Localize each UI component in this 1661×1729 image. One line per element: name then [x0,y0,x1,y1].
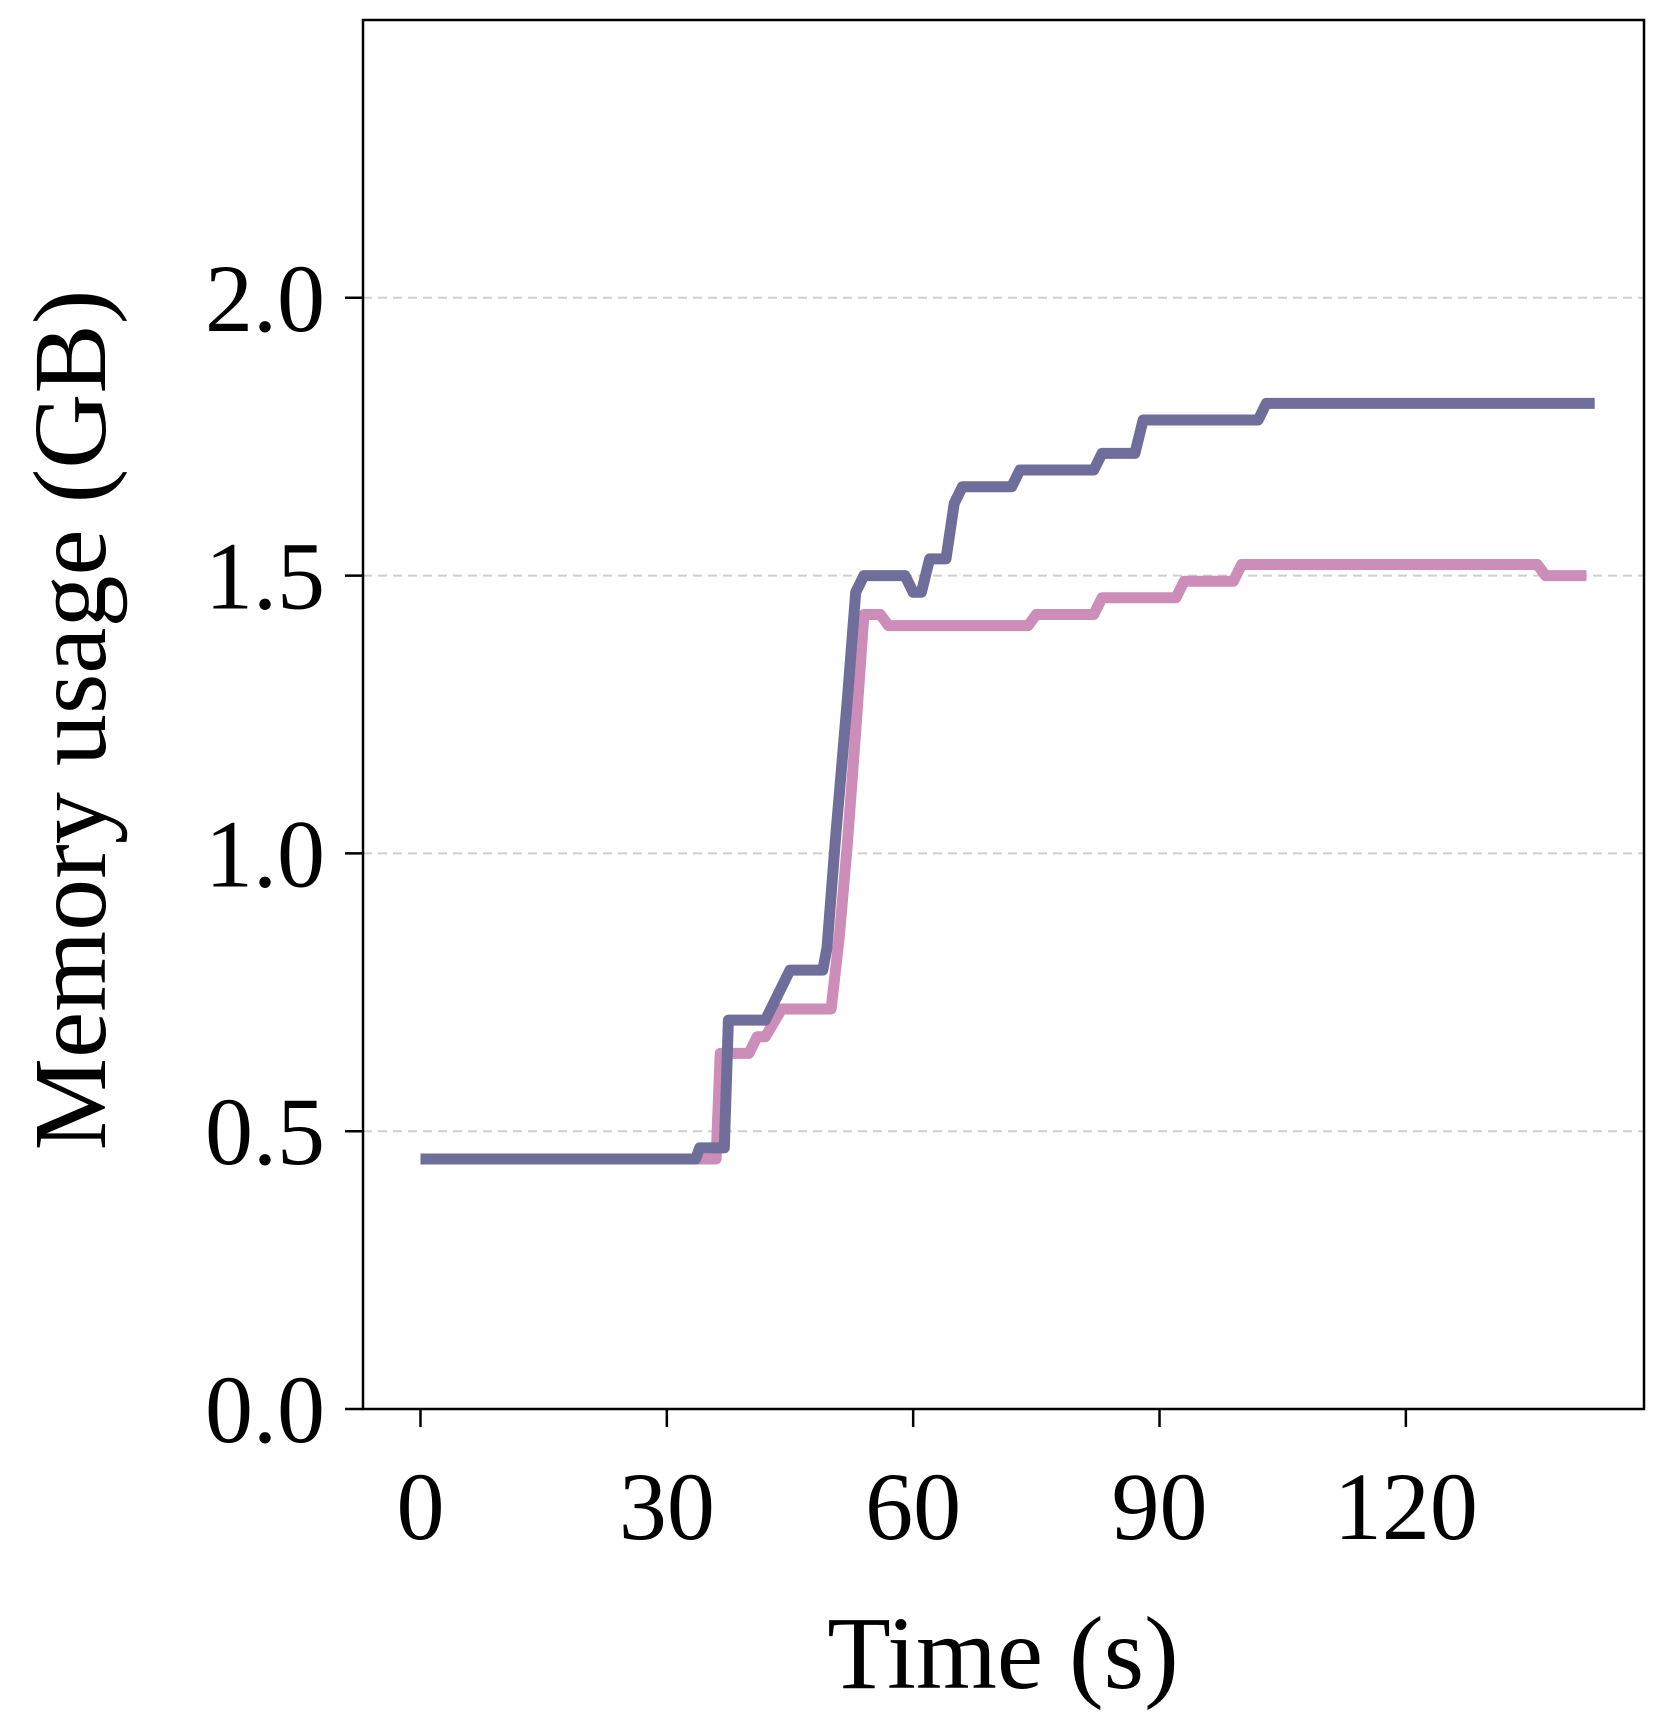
line-series-purple [420,397,1595,1165]
y-tick-label-4: 2.0 [205,245,325,352]
plot-frame [361,18,1646,1411]
y-axis: 0.0 0.5 1.0 1.5 2.0 [205,245,363,1463]
x-axis-title: Time (s) [827,1596,1179,1711]
x-tick-label-1: 30 [619,1453,715,1560]
y-axis-title: Memory usage (GB) [13,290,128,1151]
x-tick-label-0: 0 [396,1453,444,1560]
grid-layer [363,296,1644,1133]
x-axis: 0 30 60 90 120 [396,1409,1478,1560]
y-tick-label-3: 1.5 [205,523,325,630]
y-tick-label-2: 1.0 [205,800,325,907]
y-tick-label-1: 0.5 [205,1078,325,1185]
line-series-pink [420,559,1587,1165]
series-layer [420,397,1595,1165]
x-tick-label-4: 120 [1334,1453,1478,1560]
y-tick-label-0: 0.0 [205,1356,325,1463]
x-tick-label-3: 90 [1112,1453,1208,1560]
x-tick-label-2: 60 [865,1453,961,1560]
